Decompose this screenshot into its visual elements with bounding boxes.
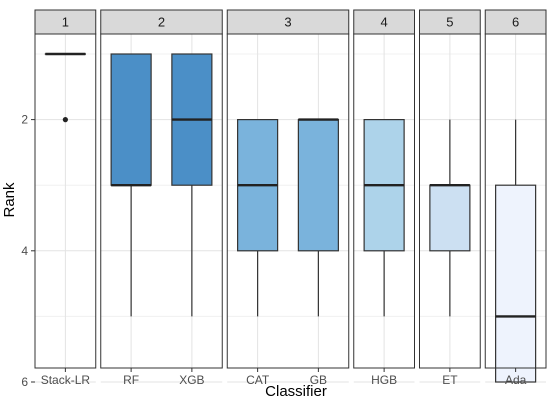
facet-strip — [100, 9, 223, 35]
x-tick-label: XGB — [179, 373, 204, 387]
facet-panel-3: 3 CAT GB — [226, 9, 350, 387]
facet-panel-5: 5 ET — [419, 9, 481, 387]
facet-strip-label: 5 — [446, 15, 453, 30]
box-RF — [110, 53, 152, 317]
y-tick-label: 6 — [21, 375, 28, 389]
x-tick-label: CAT — [246, 373, 270, 387]
box-HGB — [363, 118, 405, 317]
box-ET — [429, 119, 471, 317]
panel-border — [419, 33, 481, 369]
facet-strip-label: 6 — [512, 15, 519, 30]
box-body — [495, 184, 537, 383]
box-Stack-LR — [44, 52, 86, 123]
facet-panel-1: 1 Stack-LR — [34, 9, 97, 387]
box-body — [110, 53, 152, 186]
panel-border — [100, 33, 223, 369]
facet-panel-4: 4 HGB — [353, 9, 415, 387]
box-XGB — [171, 53, 213, 317]
facet-strip — [353, 9, 415, 35]
x-tick-label: Ada — [505, 373, 527, 387]
facet-strip-label: 3 — [284, 15, 291, 30]
panel-border — [34, 33, 97, 369]
box-body — [297, 118, 339, 252]
x-tick-label: RF — [123, 373, 139, 387]
x-tick-label: ET — [442, 373, 458, 387]
facet-strip-label: 4 — [381, 15, 388, 30]
facet-strip — [226, 9, 350, 35]
panel-border — [484, 33, 547, 369]
outlier-point — [62, 117, 68, 123]
x-tick-label: HGB — [371, 373, 397, 387]
panel-border — [353, 33, 415, 369]
y-axis: 2 4 6 — [21, 113, 35, 389]
facet-panels: 1 Stack-LR 2 RF XGB 3 CAT GB 4 HGB 5 ET 6 Ada — [34, 9, 547, 387]
panel-border — [226, 33, 350, 369]
x-tick-label: GB — [310, 373, 327, 387]
box-Ada — [495, 119, 537, 383]
x-axis-title: Classifier — [265, 383, 327, 400]
box-CAT — [237, 118, 279, 317]
facet-strip — [419, 9, 481, 35]
y-tick-label: 4 — [21, 244, 28, 258]
facet-strip-label: 1 — [62, 15, 69, 30]
x-tick-label: Stack-LR — [41, 373, 91, 387]
y-tick-label: 2 — [21, 113, 28, 127]
facet-strip-label: 2 — [158, 15, 165, 30]
facet-panel-6: 6 Ada — [484, 9, 547, 387]
facet-strip — [34, 9, 97, 35]
y-axis-title: Rank — [1, 182, 18, 218]
box-GB — [297, 118, 339, 317]
facet-panel-2: 2 RF XGB — [100, 9, 223, 387]
box-body — [429, 184, 471, 252]
